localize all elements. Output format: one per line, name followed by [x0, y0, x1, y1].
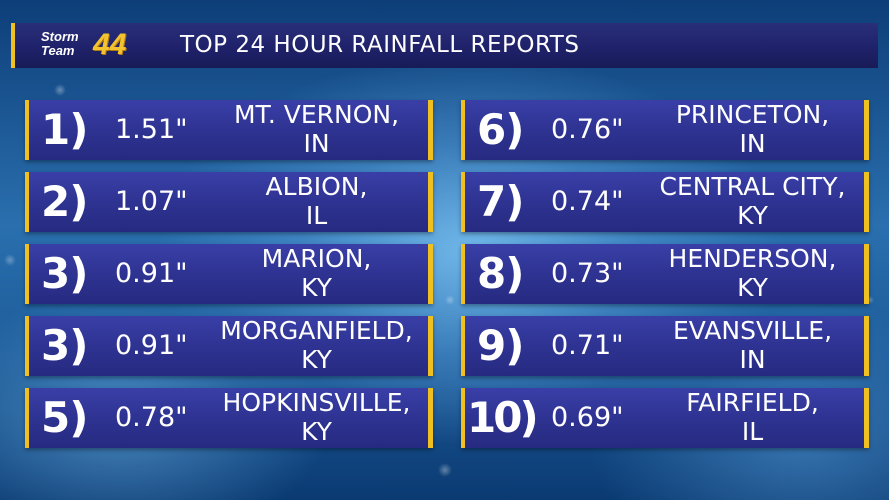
report-row: 8) 0.73" HENDERSON, KY [461, 244, 869, 304]
report-state: IN [739, 345, 766, 374]
title-bar: Storm Team 44 TOP 24 HOUR RAINFALL REPOR… [11, 23, 878, 68]
report-city: HENDERSON, [668, 244, 837, 273]
report-rank: 9) [477, 321, 524, 370]
logo-text-storm: Storm [41, 29, 79, 44]
report-location: MARION, KY [204, 244, 429, 302]
report-city: HOPKINSVILLE, [222, 388, 411, 417]
report-state: IN [739, 129, 766, 158]
report-location: FAIRFIELD, IL [640, 388, 865, 446]
report-state: IN [303, 129, 330, 158]
report-state: IL [741, 417, 764, 446]
storm-team-44-logo: Storm Team 44 [21, 27, 145, 65]
report-amount: 0.71" [551, 330, 624, 361]
report-city: ALBION, [265, 172, 368, 201]
report-row: 1) 1.51" MT. VERNON, IN [25, 100, 433, 160]
report-rank: 3) [41, 321, 88, 370]
report-rank: 5) [41, 393, 88, 442]
report-city: EVANSVILLE, [672, 316, 833, 345]
report-city: MARION, [261, 244, 372, 273]
report-location: MORGANFIELD, KY [204, 316, 429, 374]
report-amount: 0.78" [115, 402, 188, 433]
report-rank: 8) [477, 249, 524, 298]
report-state: KY [737, 273, 768, 302]
report-amount: 0.91" [115, 330, 188, 361]
report-location: HOPKINSVILLE, KY [204, 388, 429, 446]
report-rank: 1) [41, 105, 88, 154]
report-rank: 3) [41, 249, 88, 298]
report-row: 10) 0.69" FAIRFIELD, IL [461, 388, 869, 448]
report-rank: 10) [467, 393, 539, 442]
report-amount: 0.76" [551, 114, 624, 145]
report-row: 3) 0.91" MARION, KY [25, 244, 433, 304]
report-city: MORGANFIELD, [220, 316, 413, 345]
report-amount: 0.69" [551, 402, 624, 433]
report-rank: 6) [477, 105, 524, 154]
logo-number: 44 [93, 28, 127, 61]
report-state: KY [301, 345, 332, 374]
report-city: MT. VERNON, [233, 100, 400, 129]
report-state: KY [301, 417, 332, 446]
report-amount: 0.74" [551, 186, 624, 217]
report-state: IL [305, 201, 328, 230]
report-amount: 0.73" [551, 258, 624, 289]
report-amount: 1.51" [115, 114, 188, 145]
report-state: KY [737, 201, 768, 230]
report-location: PRINCETON, IN [640, 100, 865, 158]
report-location: CENTRAL CITY, KY [640, 172, 865, 230]
report-location: ALBION, IL [204, 172, 429, 230]
page-title: TOP 24 HOUR RAINFALL REPORTS [180, 32, 580, 58]
report-rank: 2) [41, 177, 88, 226]
report-row: 5) 0.78" HOPKINSVILLE, KY [25, 388, 433, 448]
report-row: 7) 0.74" CENTRAL CITY, KY [461, 172, 869, 232]
report-city: FAIRFIELD, [686, 388, 819, 417]
report-city: PRINCETON, [675, 100, 830, 129]
report-rank: 7) [477, 177, 524, 226]
report-row: 9) 0.71" EVANSVILLE, IN [461, 316, 869, 376]
report-row: 6) 0.76" PRINCETON, IN [461, 100, 869, 160]
report-row: 3) 0.91" MORGANFIELD, KY [25, 316, 433, 376]
report-location: HENDERSON, KY [640, 244, 865, 302]
logo-text-team: Team [41, 43, 75, 58]
report-row: 2) 1.07" ALBION, IL [25, 172, 433, 232]
report-amount: 1.07" [115, 186, 188, 217]
report-state: KY [301, 273, 332, 302]
report-city: CENTRAL CITY, [659, 172, 846, 201]
report-amount: 0.91" [115, 258, 188, 289]
report-location: EVANSVILLE, IN [640, 316, 865, 374]
report-location: MT. VERNON, IN [204, 100, 429, 158]
